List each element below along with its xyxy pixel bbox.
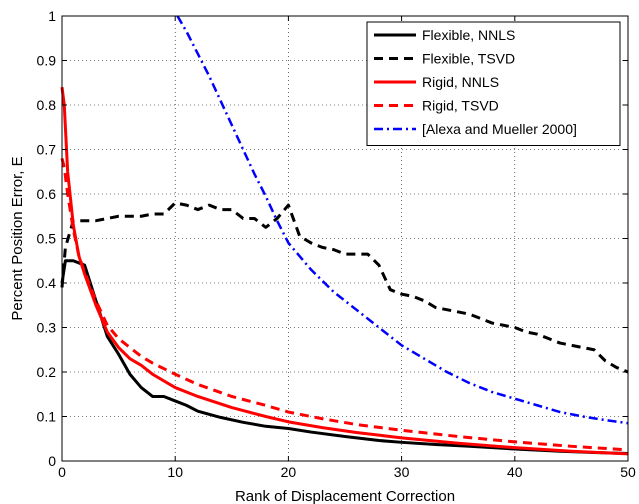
x-axis-label: Rank of Displacement Correction [235, 488, 455, 504]
x-tick-label: 20 [281, 464, 297, 480]
legend-label-1: Flexible, NNLS [422, 27, 515, 43]
y-tick-label: 0.7 [37, 142, 57, 158]
y-tick-label: 0.2 [37, 364, 57, 380]
y-tick-label: 0.1 [37, 409, 57, 425]
legend-label-4: Rigid, TSVD [422, 98, 499, 114]
x-tick-label: 10 [167, 464, 183, 480]
y-axis-label: Percent Position Error, E [9, 156, 26, 320]
legend: Flexible, NNLS Flexible, TSVD Rigid, NNLS R… [366, 21, 621, 146]
x-tick-label: 30 [394, 464, 410, 480]
y-tick-label: 0.4 [37, 275, 57, 291]
y-tick-label: 0.9 [37, 53, 57, 69]
y-tick-label: 0.6 [37, 186, 57, 202]
legend-box [366, 21, 621, 146]
legend-label-3: Rigid, NNLS [422, 74, 499, 90]
y-tick-label: 0.5 [37, 231, 57, 247]
axis-ticks: 0 10 20 30 40 50 0 0.1 0.2 0.3 0.4 0.5 0.6 0.7 0.8 0.9 1 [37, 8, 636, 480]
series-line-1 [60, 259, 629, 455]
y-tick-label: 0.3 [37, 320, 57, 336]
series-lines [60, 15, 629, 456]
y-tick-label: 1 [48, 8, 56, 24]
legend-label-5: [Alexa and Mueller 2000] [422, 121, 577, 137]
x-tick-label: 0 [58, 464, 66, 480]
series-line-5 [176, 15, 629, 425]
y-tick-label: 0.8 [37, 97, 57, 113]
x-tick-label: 50 [620, 464, 636, 480]
series-line-4 [60, 158, 629, 452]
series-line-2 [60, 201, 629, 374]
y-tick-label: 0 [48, 453, 56, 469]
legend-label-2: Flexible, TSVD [422, 51, 515, 67]
x-tick-label: 40 [507, 464, 523, 480]
